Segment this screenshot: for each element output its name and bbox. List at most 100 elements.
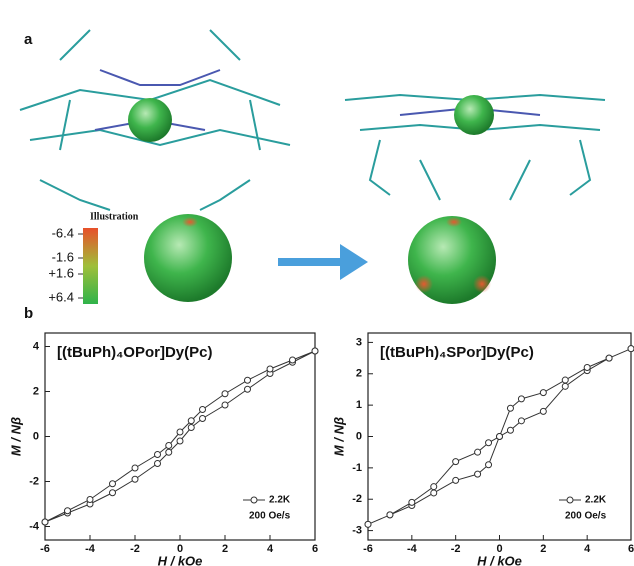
x-tick-label: 2 [222, 543, 228, 555]
data-point [517, 395, 525, 403]
x-axis-label: H / kOe [477, 553, 522, 566]
panel-label: b [24, 305, 33, 322]
plot-frame [44, 332, 316, 541]
y-tick-label: 3 [356, 336, 362, 348]
data-point [187, 424, 195, 431]
y-tick-label: 0 [33, 430, 39, 442]
y-tick-label: 0 [356, 430, 362, 442]
y-axis-label: M / Nβ [331, 417, 346, 456]
y-tick-label: -2 [29, 475, 39, 487]
x-tick-label: -4 [407, 543, 418, 555]
data-point [311, 347, 319, 355]
data-point [244, 376, 251, 384]
annotation: 200 Oe/s [249, 511, 291, 522]
data-point [289, 356, 296, 364]
data-point [165, 448, 173, 456]
data-point [154, 451, 161, 458]
y-tick-label: -2 [352, 493, 362, 505]
sphere-right [408, 216, 496, 304]
colorbar-label: -6.4 [52, 225, 74, 240]
colorbar-label: +6.4 [48, 289, 74, 304]
colorbar-label: -1.6 [52, 249, 74, 264]
x-tick-label: -2 [130, 543, 140, 555]
sphere-left [144, 214, 232, 302]
y-tick-label: 4 [33, 340, 40, 352]
x-tick-label: 4 [267, 543, 274, 555]
data-point [176, 428, 184, 436]
x-tick-label: 0 [177, 543, 183, 555]
data-point [64, 507, 71, 515]
data-point [221, 401, 229, 409]
data-point [154, 460, 161, 467]
legend-label: 2.2K [585, 495, 607, 506]
data-point [109, 480, 116, 488]
data-point [165, 442, 173, 449]
data-point [452, 458, 460, 466]
data-point [41, 518, 49, 526]
data-point [496, 433, 503, 440]
data-point [199, 415, 206, 422]
data-point [199, 406, 206, 413]
data-point [474, 448, 482, 456]
data-point [485, 461, 493, 469]
data-point [485, 439, 493, 447]
legend-label: 2.2K [269, 495, 291, 506]
y-tick-label: 2 [356, 368, 362, 380]
y-tick-label: -3 [352, 524, 362, 536]
data-point [561, 376, 569, 384]
data-point [605, 354, 613, 362]
data-point [109, 489, 116, 497]
data-point [386, 511, 394, 519]
data-point [517, 417, 525, 425]
legend-marker [566, 496, 574, 504]
legend-marker [250, 496, 258, 504]
data-point [266, 365, 274, 373]
data-point [506, 426, 514, 434]
y-axis-label: M / Nβ [8, 417, 23, 456]
molecule-left [19, 29, 291, 211]
arrow [278, 244, 368, 280]
x-tick-label: 6 [628, 543, 634, 555]
data-point [539, 407, 547, 415]
data-point [408, 498, 416, 506]
x-tick-label: -6 [40, 543, 50, 555]
y-tick-label: -4 [29, 520, 40, 532]
y-tick-label: 2 [33, 385, 39, 397]
chart-title: [(tBuPh)₄SPor]Dy(Pc) [380, 344, 534, 361]
data-point [131, 464, 139, 472]
annotation: 200 Oe/s [565, 511, 607, 522]
data-point [221, 390, 229, 398]
data-point [187, 417, 195, 425]
molecule-right [344, 93, 606, 201]
data-point [474, 470, 482, 478]
colorbar-title: Illustration [90, 211, 139, 222]
data-point [430, 489, 438, 497]
x-tick-label: 6 [312, 543, 318, 555]
data-point [506, 404, 514, 412]
colorbar [83, 228, 98, 304]
x-tick-label: 2 [540, 543, 546, 555]
data-point [364, 520, 372, 528]
x-tick-label: -2 [451, 543, 461, 555]
x-tick-label: 0 [496, 543, 502, 555]
x-tick-label: -6 [363, 543, 373, 555]
data-point [627, 345, 634, 353]
data-point [86, 496, 94, 503]
data-point [583, 364, 591, 371]
data-point [452, 476, 460, 484]
data-point [539, 389, 547, 397]
chart-title: [(tBuPh)₄OPor]Dy(Pc) [57, 344, 212, 361]
x-tick-label: 4 [584, 543, 591, 555]
x-axis-label: H / kOe [158, 553, 203, 566]
data-point [176, 437, 184, 445]
colorbar-label: +1.6 [48, 265, 74, 280]
data-point [430, 483, 438, 491]
panel-label: a [24, 31, 33, 48]
data-point [244, 385, 251, 393]
data-point [131, 475, 139, 483]
y-tick-label: -1 [352, 462, 362, 474]
y-tick-label: 1 [356, 399, 362, 411]
x-tick-label: -4 [85, 543, 96, 555]
data-point [561, 382, 569, 390]
